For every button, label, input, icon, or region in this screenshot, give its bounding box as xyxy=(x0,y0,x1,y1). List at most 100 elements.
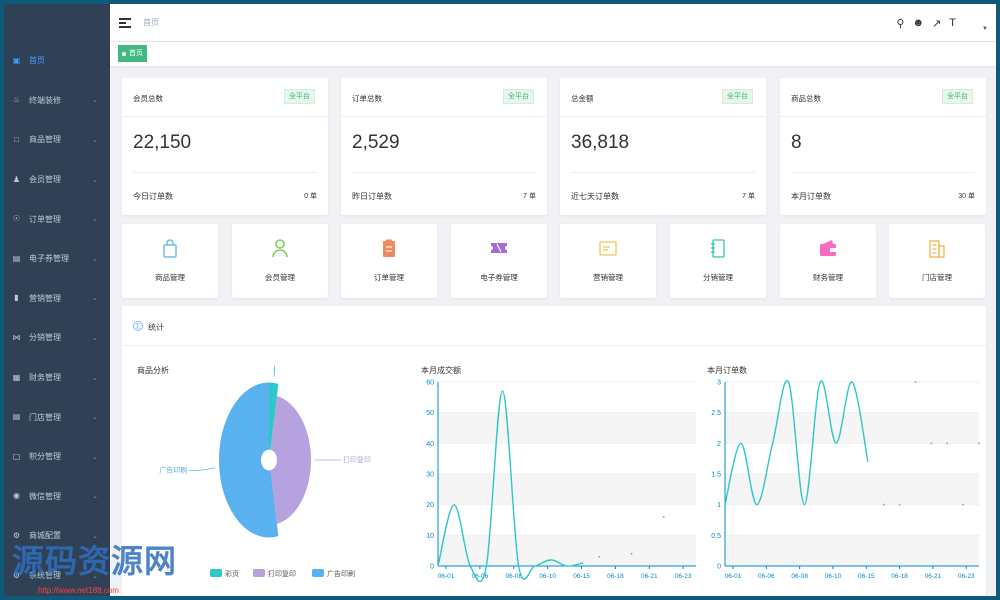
x-tick-label: 06-21 xyxy=(641,573,658,580)
tag-home[interactable]: 首页 xyxy=(118,45,147,62)
sidebar-item[interactable]: ♟ 会员管理 ⌄ xyxy=(4,160,110,200)
sidebar-item[interactable]: ⚙ 系统管理 ⌄ xyxy=(4,556,110,596)
shortcut-label: 电子券管理 xyxy=(480,273,518,282)
sidebar-item[interactable]: ▤ 电子券管理 ⌄ xyxy=(4,239,110,279)
bar-chart-icon: ▮ xyxy=(14,293,19,303)
pie-label: 广告印刷 xyxy=(159,466,187,475)
shortcut-tile[interactable]: 分销管理 xyxy=(670,224,766,298)
github-icon[interactable]: ☻ xyxy=(912,17,925,29)
data-point[interactable] xyxy=(962,503,965,506)
data-point[interactable] xyxy=(882,503,885,506)
shortcut-tile[interactable]: 财务管理 xyxy=(780,224,876,298)
sidebar-item[interactable]: ♨ 终端装修 ⌄ xyxy=(4,81,110,121)
hamburger-menu-icon[interactable] xyxy=(119,17,131,28)
shortcut-label: 财务管理 xyxy=(813,273,843,282)
pie-chart: 彩页打印复印广告印刷彩页打印复印广告印刷 xyxy=(159,366,371,578)
chevron-down-icon: ⌄ xyxy=(92,572,98,580)
stat-value: 2,529 xyxy=(352,132,400,153)
fullscreen-icon[interactable]: ↗ xyxy=(932,18,942,30)
legend-swatch[interactable] xyxy=(312,569,324,577)
data-point[interactable] xyxy=(914,381,917,383)
card-icon xyxy=(599,241,617,256)
wallet-icon xyxy=(820,240,836,256)
caret-down-icon[interactable]: ▼ xyxy=(982,26,988,32)
search-icon[interactable]: ⚲ xyxy=(896,18,905,30)
sidebar-item[interactable]: ▢ 积分管理 ⌄ xyxy=(4,437,110,477)
stat-footer-value: 7 单 xyxy=(523,193,536,200)
stat-footer-label: 近七天订单数 xyxy=(571,192,619,201)
shortcut-tile[interactable]: 营销管理 xyxy=(560,224,656,298)
data-point[interactable] xyxy=(946,442,949,445)
legend-swatch[interactable] xyxy=(210,569,222,577)
sidebar-item[interactable]: ◉ 微信管理 ⌄ xyxy=(4,477,110,517)
y-tick-label: 60 xyxy=(426,380,434,387)
notebook-icon xyxy=(711,239,725,258)
sidebar-item[interactable]: ⋈ 分销管理 ⌄ xyxy=(4,318,110,358)
pie-label: 打印复印 xyxy=(343,455,371,464)
breadcrumb[interactable]: 首页 xyxy=(143,18,159,27)
sidebar-item[interactable]: ⚙ 商城配置 ⌄ xyxy=(4,516,110,556)
y-tick-label: 0 xyxy=(717,564,721,571)
legend-label[interactable]: 彩页 xyxy=(225,569,239,578)
sidebar-item-label: 系统管理 xyxy=(29,571,61,581)
font-size-icon[interactable]: T xyxy=(949,17,956,29)
x-tick-label: 06-01 xyxy=(438,573,455,580)
sidebar-item-label: 门店管理 xyxy=(29,412,61,422)
data-point[interactable] xyxy=(898,503,901,506)
shortcut-tile[interactable]: 商品管理 xyxy=(122,224,218,298)
share-icon: ⋈ xyxy=(12,332,21,342)
data-point[interactable] xyxy=(630,552,633,555)
series-line[interactable] xyxy=(437,390,584,583)
pie-slice[interactable] xyxy=(269,382,279,450)
y-tick-label: 2 xyxy=(717,441,721,448)
lock-icon: ☉ xyxy=(12,214,21,224)
shortcut-label: 商品管理 xyxy=(155,273,185,282)
shortcut-label: 分销管理 xyxy=(703,273,733,282)
pie-label-line xyxy=(189,467,216,471)
shortcut-tile[interactable]: 会员管理 xyxy=(232,224,328,298)
stat-card: 订单总数 全平台 2,529 昨日订单数 7 单 xyxy=(341,78,547,215)
legend-label[interactable]: 广告印刷 xyxy=(327,569,355,578)
sidebar-item[interactable]: ▣ 首页 xyxy=(4,41,110,81)
building-icon xyxy=(929,240,945,258)
sidebar-item[interactable]: ▮ 营销管理 ⌄ xyxy=(4,279,110,319)
sidebar-item[interactable]: ☉ 订单管理 ⌄ xyxy=(4,199,110,239)
shortcut-tile[interactable]: 门店管理 xyxy=(889,224,985,298)
pie-slice[interactable] xyxy=(270,396,311,524)
clipboard-icon xyxy=(383,239,395,257)
x-tick-label: 06-08 xyxy=(505,573,522,580)
sidebar-item[interactable]: □ 商品管理 ⌄ xyxy=(4,120,110,160)
chart-title-product-analysis: 商品分析 xyxy=(137,366,169,375)
sidebar-item-label: 分销管理 xyxy=(29,333,61,343)
app-frame: ▣ 首页 ♨ 终端装修 ⌄ □ 商品管理 ⌄ ♟ 会员管理 ⌄ ☉ 订单管理 ⌄ ▤ 电子券管理 ⌄ ▮ 营销管理 ⌄… xyxy=(4,4,996,596)
tag-label: 首页 xyxy=(129,50,143,57)
legend-label[interactable]: 打印复印 xyxy=(268,569,296,578)
data-point[interactable] xyxy=(978,442,980,445)
shortcut-tile[interactable]: 订单管理 xyxy=(341,224,437,298)
x-tick-label: 06-18 xyxy=(891,573,908,580)
x-tick-label: 06-21 xyxy=(925,573,942,580)
stat-title: 商品总数 xyxy=(791,94,821,103)
finance-icon: ▦ xyxy=(12,372,21,382)
data-point[interactable] xyxy=(598,555,601,558)
settings-icon: ⚙ xyxy=(12,570,21,580)
chart-title-monthly-revenue: 本月成交额 xyxy=(421,366,461,375)
sidebar-item[interactable]: ▦ 财务管理 ⌄ xyxy=(4,358,110,398)
data-point[interactable] xyxy=(930,442,933,445)
top-navbar: 首页 ⚲ ☻ ↗ T ▼ xyxy=(110,4,996,42)
series-line[interactable] xyxy=(724,379,869,506)
shortcut-tile[interactable]: 电子券管理 xyxy=(451,224,547,298)
y-tick-label: 20 xyxy=(426,502,434,509)
product-icon: □ xyxy=(14,134,19,144)
scope-badge: 全平台 xyxy=(503,89,534,104)
users-icon: ♟ xyxy=(12,174,21,184)
chevron-down-icon: ⌄ xyxy=(92,97,98,105)
legend-swatch[interactable] xyxy=(253,569,265,577)
data-point[interactable] xyxy=(662,515,665,518)
y-tick-label: 2.5 xyxy=(711,410,721,417)
sidebar-item[interactable]: ▤ 门店管理 ⌄ xyxy=(4,397,110,437)
wechat-icon: ◉ xyxy=(13,491,20,501)
sidebar-item-label: 终端装修 xyxy=(29,95,61,105)
pie-slice[interactable] xyxy=(218,382,279,538)
y-tick-label: 40 xyxy=(426,441,434,448)
